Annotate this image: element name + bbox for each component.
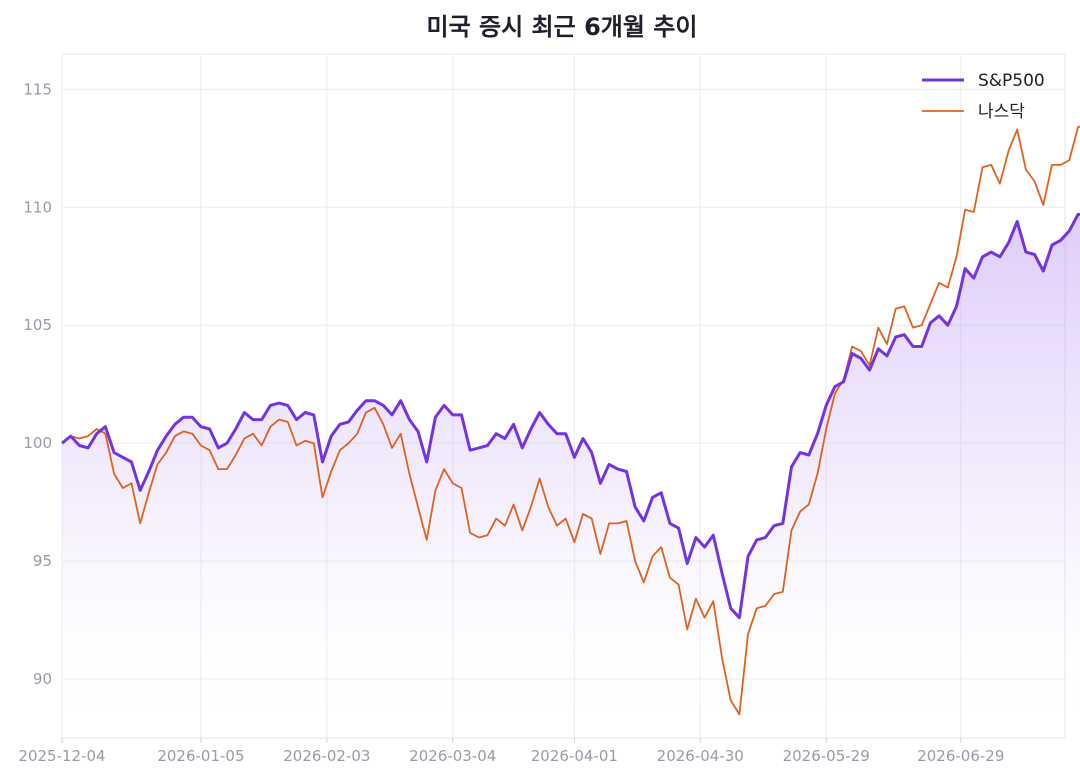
legend: S&P500 나스닥	[922, 71, 1045, 122]
y-tick-label: 95	[33, 552, 52, 570]
y-tick-label: 115	[23, 80, 52, 98]
x-tick-label: 2026-03-04	[409, 747, 496, 765]
area-fill-layer	[62, 214, 1080, 738]
legend-label: 나스닥	[978, 102, 1025, 122]
axes: 90 95 100 105 110 115 2025-12-04 2026-01-05 2026…	[18, 80, 1004, 765]
y-tick-label: 105	[23, 316, 52, 334]
x-tick-label: 2025-12-04	[18, 747, 105, 765]
chart-title: 미국 증시 최근 6개월 추이	[427, 13, 698, 41]
x-tick-label: 2026-05-29	[783, 747, 870, 765]
x-tick-label: 2026-01-05	[157, 747, 244, 765]
series-layer	[61, 125, 1080, 716]
series-line-nasdaq	[61, 125, 1080, 716]
x-tick-label: 2026-02-03	[283, 747, 370, 765]
sp500-area-fill	[62, 214, 1080, 738]
series-line-sp500	[61, 212, 1080, 620]
y-tick-label: 100	[23, 434, 52, 452]
y-tick-label: 90	[33, 670, 52, 688]
x-tick-label: 2026-06-29	[917, 747, 1004, 765]
x-tick-label: 2026-04-30	[657, 747, 744, 765]
x-tick-label: 2026-04-01	[531, 747, 618, 765]
y-tick-label: 110	[23, 198, 52, 216]
legend-label: S&P500	[978, 71, 1045, 91]
